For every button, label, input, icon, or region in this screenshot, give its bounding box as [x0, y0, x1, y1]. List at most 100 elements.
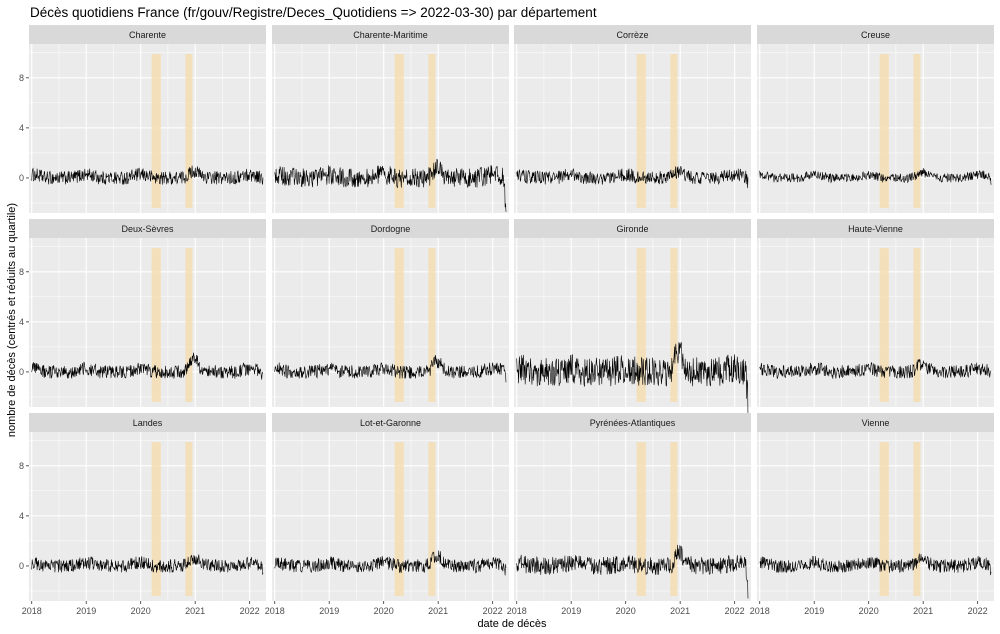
panel-background — [514, 238, 751, 407]
highlight-band — [185, 54, 193, 208]
panel-background — [514, 44, 751, 213]
highlight-band — [913, 442, 921, 596]
facet-strip — [757, 25, 994, 44]
panel-background — [29, 44, 266, 213]
facet-panel: Pyrénées-Atlantiques 2018 2019 2020 2021 2022 — [507, 413, 751, 616]
series-line — [759, 553, 992, 576]
highlight-band — [670, 248, 678, 402]
x-tick-label: 2021 — [428, 606, 448, 616]
x-tick-label: 2018 — [507, 606, 527, 616]
series-line — [759, 168, 992, 185]
series-line — [516, 342, 749, 418]
facet-panel: Gironde — [514, 219, 751, 418]
highlight-band — [879, 248, 889, 402]
x-tick-label: 2020 — [616, 606, 636, 616]
panel-background — [272, 432, 509, 601]
y-tick-label: 8 — [19, 461, 24, 471]
y-tick-label: 4 — [19, 123, 24, 133]
highlight-band — [913, 54, 921, 208]
facet-panel: Landes 0 4 8 2018 2019 2020 2021 2022 — [19, 413, 266, 616]
facet-label: Landes — [133, 418, 163, 428]
facet-panels: Charente 0 4 8 Charente-Maritime Corrèze Creus… — [19, 25, 994, 616]
y-tick-label: 4 — [19, 317, 24, 327]
facet-label: Creuse — [861, 30, 890, 40]
facet-panel: Charente-Maritime — [272, 25, 509, 213]
series-line — [31, 165, 264, 185]
facet-panel: Charente 0 4 8 — [19, 25, 266, 213]
panel-background — [29, 238, 266, 407]
facet-label: Charente-Maritime — [353, 30, 428, 40]
highlight-band — [428, 54, 436, 208]
highlight-band — [670, 442, 678, 596]
highlight-band — [151, 248, 161, 402]
facet-strip — [272, 25, 509, 44]
facet-strip — [514, 413, 751, 432]
facet-strip — [29, 219, 266, 238]
x-tick-label: 2021 — [670, 606, 690, 616]
y-tick-label: 0 — [19, 173, 24, 183]
facet-strip — [757, 219, 994, 238]
x-tick-label: 2022 — [725, 606, 745, 616]
panel-background — [272, 238, 509, 407]
y-axis-title: nombre de décès (centrés et réduits au q… — [6, 203, 18, 437]
facet-strip — [514, 219, 751, 238]
facet-panel: Dordogne — [272, 219, 509, 407]
facet-panel: Lot-et-Garonne 2018 2019 2020 2021 2022 — [265, 413, 509, 616]
x-tick-label: 2018 — [265, 606, 285, 616]
highlight-band — [879, 442, 889, 596]
x-tick-label: 2020 — [374, 606, 394, 616]
facet-strip — [757, 413, 994, 432]
x-tick-label: 2021 — [913, 606, 933, 616]
highlight-band — [151, 54, 161, 208]
x-tick-label: 2022 — [240, 606, 260, 616]
x-tick-label: 2022 — [483, 606, 503, 616]
highlight-band — [428, 442, 436, 596]
x-tick-label: 2018 — [750, 606, 770, 616]
facet-panel: Creuse — [757, 25, 994, 213]
facet-label: Lot-et-Garonne — [360, 418, 421, 428]
x-axis-title: date de décès — [477, 618, 547, 630]
panel-background — [757, 238, 994, 407]
highlight-band — [185, 442, 193, 596]
facet-strip — [29, 25, 266, 44]
series-line — [274, 158, 507, 212]
facet-panel: Corrèze — [514, 25, 751, 213]
highlight-band — [636, 442, 646, 596]
facet-strip — [272, 413, 509, 432]
highlight-band — [636, 248, 646, 402]
facet-label: Charente — [129, 30, 166, 40]
x-tick-label: 2019 — [76, 606, 96, 616]
highlight-band — [879, 54, 889, 208]
facet-label: Vienne — [862, 418, 890, 428]
highlight-band — [670, 54, 678, 208]
x-tick-label: 2018 — [22, 606, 42, 616]
x-tick-label: 2022 — [968, 606, 988, 616]
highlight-band — [151, 442, 161, 596]
panel-background — [514, 432, 751, 601]
facet-panel: Haute-Vienne — [757, 219, 994, 407]
series-line — [516, 166, 749, 189]
panel-background — [757, 44, 994, 213]
highlight-band — [636, 54, 646, 208]
facet-label: Deux-Sèvres — [121, 224, 174, 234]
x-tick-label: 2019 — [561, 606, 581, 616]
facet-label: Haute-Vienne — [848, 224, 903, 234]
panel-background — [272, 44, 509, 213]
x-tick-label: 2019 — [319, 606, 339, 616]
series-line — [274, 354, 507, 383]
highlight-band — [394, 442, 404, 596]
facet-strip — [514, 25, 751, 44]
y-tick-label: 0 — [19, 561, 24, 571]
facet-strip — [272, 219, 509, 238]
facet-label: Pyrénées-Atlantiques — [590, 418, 676, 428]
highlight-band — [913, 248, 921, 402]
chart-title: Décès quotidiens France (fr/gouv/Registr… — [30, 5, 597, 20]
x-tick-label: 2021 — [185, 606, 205, 616]
highlight-band — [428, 248, 436, 402]
series-line — [516, 544, 749, 599]
y-tick-label: 8 — [19, 267, 24, 277]
facet-label: Gironde — [616, 224, 648, 234]
facet-label: Corrèze — [616, 30, 648, 40]
y-tick-label: 0 — [19, 367, 24, 377]
